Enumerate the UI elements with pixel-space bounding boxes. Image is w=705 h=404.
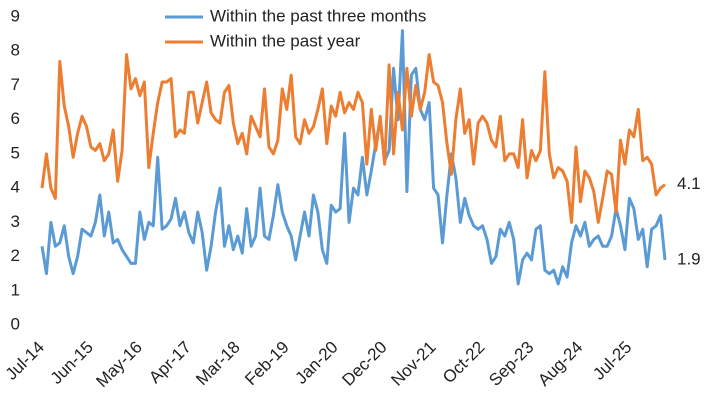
y-tick-label: 3 xyxy=(11,212,20,231)
x-tick-label: Nov-21 xyxy=(387,338,439,390)
x-tick-label: Jun-15 xyxy=(47,338,97,388)
y-tick-label: 1 xyxy=(11,280,20,299)
x-tick-label: Jul-25 xyxy=(589,338,635,384)
series-line xyxy=(40,53,666,224)
x-tick-label: Mar-18 xyxy=(192,338,244,390)
y-tick-label: 8 xyxy=(11,41,20,60)
y-tick-label: 2 xyxy=(11,246,20,265)
x-tick-label: Dec-20 xyxy=(338,338,390,390)
x-tick-label: Oct-22 xyxy=(439,338,489,388)
series-line xyxy=(40,29,667,286)
y-tick-label: 5 xyxy=(11,143,20,162)
end-value-label: 1.9 xyxy=(677,249,701,268)
x-tick-label: Sep-23 xyxy=(485,338,537,390)
y-tick-label: 7 xyxy=(11,75,20,94)
legend-label: Within the past year xyxy=(210,31,361,50)
end-value-label: 4.1 xyxy=(677,174,701,193)
x-tick-label: Jan-20 xyxy=(292,338,342,388)
y-tick-label: 4 xyxy=(11,178,20,197)
x-tick-label: Feb-19 xyxy=(241,338,293,390)
x-tick-label: Aug-24 xyxy=(534,338,586,390)
x-tick-label: May-16 xyxy=(92,338,146,392)
y-tick-label: 9 xyxy=(11,6,20,25)
legend-label: Within the past three months xyxy=(210,6,426,25)
y-tick-label: 6 xyxy=(11,109,20,128)
x-tick-label: Apr-17 xyxy=(145,338,195,388)
x-tick-label: Jul-14 xyxy=(2,338,48,384)
y-tick-label: 0 xyxy=(11,314,20,333)
